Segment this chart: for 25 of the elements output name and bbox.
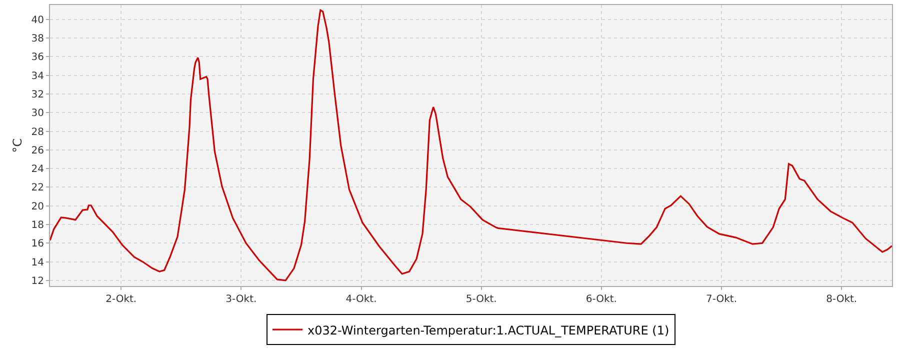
y-tick-label: 34 [31,70,44,82]
y-tick-label: 32 [31,90,44,101]
x-tick-label: 8-Okt. [826,294,858,305]
y-tick-label: 28 [31,126,44,138]
y-tick-label: 12 [31,276,44,287]
y-tick-label: 36 [31,52,44,64]
y-tick-label: 14 [31,257,44,268]
y-tick-label: 26 [31,145,44,156]
y-tick-label: 20 [31,201,44,212]
x-tick-label: 5-Okt. [466,294,497,305]
y-tick-label: 30 [31,108,44,120]
legend-label: x032-Wintergarten-Temperatur:1.ACTUAL_TEMPERATURE (1) [308,323,670,338]
x-tick-label: 7-Okt. [706,294,737,305]
y-tick-label: 24 [31,164,44,176]
line-series [50,9,892,282]
x-tick-label: 4-Okt. [346,294,377,305]
y-tick-label: 16 [31,238,44,250]
y-tick-label: 38 [31,34,44,45]
y-tick-label: 40 [31,14,44,26]
y-tick-label: 18 [31,220,44,231]
x-tick-label: 3-Okt. [226,294,257,305]
x-tick-label: 6-Okt. [586,294,617,305]
x-tick-label: 2-Okt. [106,294,137,305]
y-tick-label: 22 [31,182,44,194]
y-axis-title: °C [10,138,25,153]
